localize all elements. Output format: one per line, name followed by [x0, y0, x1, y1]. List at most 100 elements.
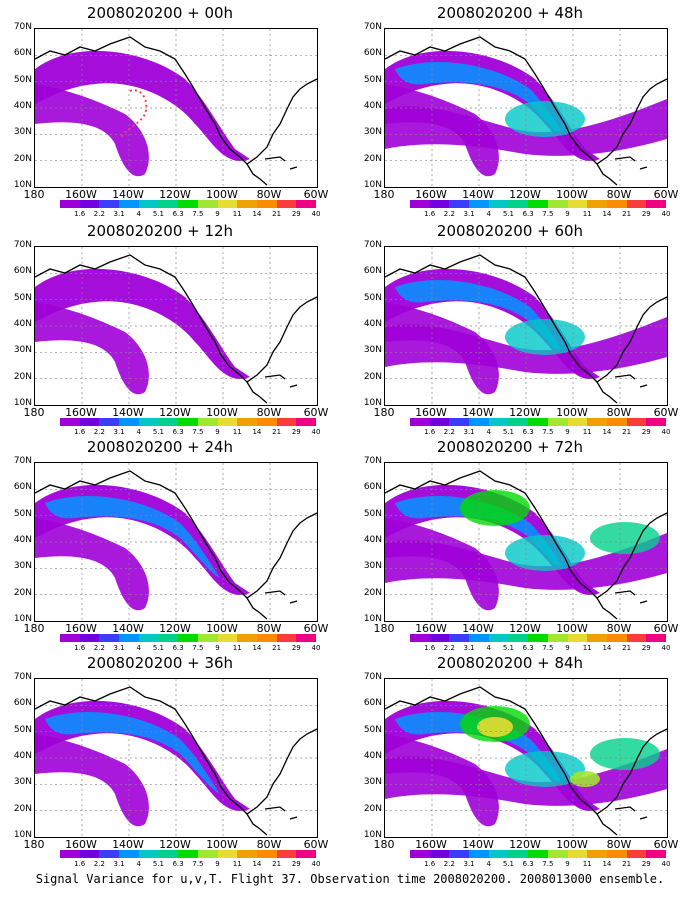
colorbar-tick-label: 5.1: [502, 428, 515, 436]
colorbar-swatch: [528, 634, 548, 642]
latitude-label: 20N: [13, 803, 32, 814]
colorbar-tick-label: 1.6: [74, 860, 86, 868]
figure-caption: Signal Variance for u,v,T. Flight 37. Ob…: [35, 872, 665, 886]
colorbar-swatch: [488, 200, 509, 208]
colorbar-swatch: [178, 634, 198, 642]
colorbar-swatch: [276, 200, 297, 208]
latitude-label: 40N: [13, 751, 32, 761]
colorbar-tick-label: 1.6: [424, 644, 436, 652]
longitude-label: 120W: [509, 188, 541, 201]
colorbar-swatch: [138, 418, 159, 426]
latitude-label: 60N: [13, 698, 32, 709]
longitude-label: 160W: [65, 622, 97, 635]
colorbar-tick-label: 11: [232, 860, 242, 868]
colorbar-swatch: [488, 850, 509, 858]
colorbar-tick-label: 6.3: [522, 860, 534, 868]
longitude-label: 80W: [606, 406, 632, 419]
colorbar-swatch: [119, 634, 139, 642]
longitude-label: 120W: [159, 406, 191, 419]
colorbar-tick-label: 11: [582, 644, 592, 652]
longitude-label: 160W: [415, 406, 447, 419]
longitude-label: 140W: [462, 188, 494, 201]
colorbar-labels: 1.6 2.2 3.1 4 5.1 6.3 7.5 9 11 14 21 29 40: [60, 210, 320, 220]
latitude-label: 40N: [13, 319, 32, 329]
colorbar-swatch: [158, 634, 179, 642]
colorbar-swatch: [547, 850, 568, 858]
latitude-label: 50N: [13, 292, 32, 303]
longitude-label: 140W: [462, 838, 494, 851]
colorbar-tick-label: 21: [272, 644, 282, 652]
longitude-label: 60W: [303, 838, 329, 851]
colorbar-tick-label: 5.1: [152, 428, 165, 436]
colorbar-tick-label: 40: [661, 860, 671, 868]
latitude-label: 60N: [363, 482, 382, 493]
colorbar: [410, 418, 666, 426]
panel-title: 2008020200 + 84h: [436, 654, 584, 672]
panel-title: 2008020200 + 36h: [86, 654, 234, 672]
colorbar-tick-label: 14: [602, 860, 612, 868]
latitude-label: 40N: [363, 751, 382, 761]
colorbar-swatch: [429, 418, 450, 426]
colorbar-swatch: [528, 418, 548, 426]
colorbar-tick-label: 5.1: [502, 210, 515, 218]
longitude-label: 80W: [606, 838, 632, 851]
colorbar-swatch: [587, 634, 607, 642]
colorbar-tick-label: 2.2: [443, 428, 455, 436]
colorbar-tick-label: 9: [565, 210, 570, 218]
colorbar-tick-label: 14: [602, 428, 612, 436]
longitude-label: 140W: [112, 188, 144, 201]
colorbar-tick-label: 21: [272, 210, 282, 218]
longitude-label: 120W: [509, 622, 541, 635]
colorbar-tick-label: 9: [215, 428, 220, 436]
colorbar-swatch: [99, 418, 120, 426]
map-panel: 2008020200 + 24h 70N 60N 50N 40N 30N 20N 10N 180…: [0, 436, 329, 652]
colorbar-tick-label: 29: [291, 428, 301, 436]
colorbar-tick-label: 9: [565, 860, 570, 868]
colorbar-tick-label: 14: [252, 644, 262, 652]
colorbar-tick-label: 1.6: [74, 644, 86, 652]
longitude-label: 60W: [303, 406, 329, 419]
variance-map: [384, 678, 668, 838]
panel-title: 2008020200 + 12h: [86, 222, 234, 240]
colorbar-tick-label: 14: [252, 210, 262, 218]
colorbar-tick-label: 4: [136, 860, 141, 868]
colorbar-swatch: [60, 634, 80, 642]
colorbar-swatch: [508, 634, 529, 642]
latitude-label: 10N: [363, 614, 382, 624]
colorbar-swatch: [587, 418, 607, 426]
colorbar-swatch: [158, 850, 179, 858]
colorbar-tick-label: 4: [136, 210, 141, 218]
longitude-label: 100W: [206, 838, 238, 851]
longitude-label: 80W: [606, 188, 632, 201]
colorbar-swatch: [449, 850, 470, 858]
latitude-label: 50N: [363, 508, 382, 519]
colorbar-tick-label: 2.2: [93, 428, 105, 436]
latitude-label: 30N: [363, 561, 382, 572]
colorbar-swatch: [296, 634, 316, 642]
colorbar-swatch: [79, 418, 100, 426]
colorbar-tick-label: 29: [641, 210, 651, 218]
colorbar-labels: 1.6 2.2 3.1 4 5.1 6.3 7.5 9 11 14 21 29 40: [410, 210, 670, 220]
latitude-label: 50N: [363, 724, 382, 735]
latitude-label: 50N: [13, 508, 32, 519]
colorbar-tick-label: 6.3: [172, 428, 184, 436]
longitude-label: 60W: [653, 188, 679, 201]
longitude-label: 100W: [556, 188, 588, 201]
latitude-label: 60N: [363, 266, 382, 277]
colorbar-tick-label: 2.2: [93, 210, 105, 218]
colorbar-tick-label: 7.5: [192, 860, 204, 868]
colorbar-swatch: [646, 418, 666, 426]
colorbar-labels: 1.6 2.2 3.1 4 5.1 6.3 7.5 9 11 14 21 29 40: [410, 428, 670, 438]
colorbar-tick-label: 9: [215, 860, 220, 868]
panel-title: 2008020200 + 72h: [436, 438, 584, 456]
colorbar-tick-label: 21: [622, 860, 632, 868]
colorbar-swatch: [276, 850, 297, 858]
latitude-label: 20N: [363, 587, 382, 598]
colorbar-tick-label: 3.1: [113, 428, 125, 436]
longitude-label: 140W: [112, 622, 144, 635]
longitude-label: 120W: [509, 838, 541, 851]
longitude-label: 80W: [256, 188, 282, 201]
latitude-label: 50N: [363, 74, 382, 85]
colorbar-swatch: [217, 634, 238, 642]
colorbar-swatch: [606, 850, 627, 858]
